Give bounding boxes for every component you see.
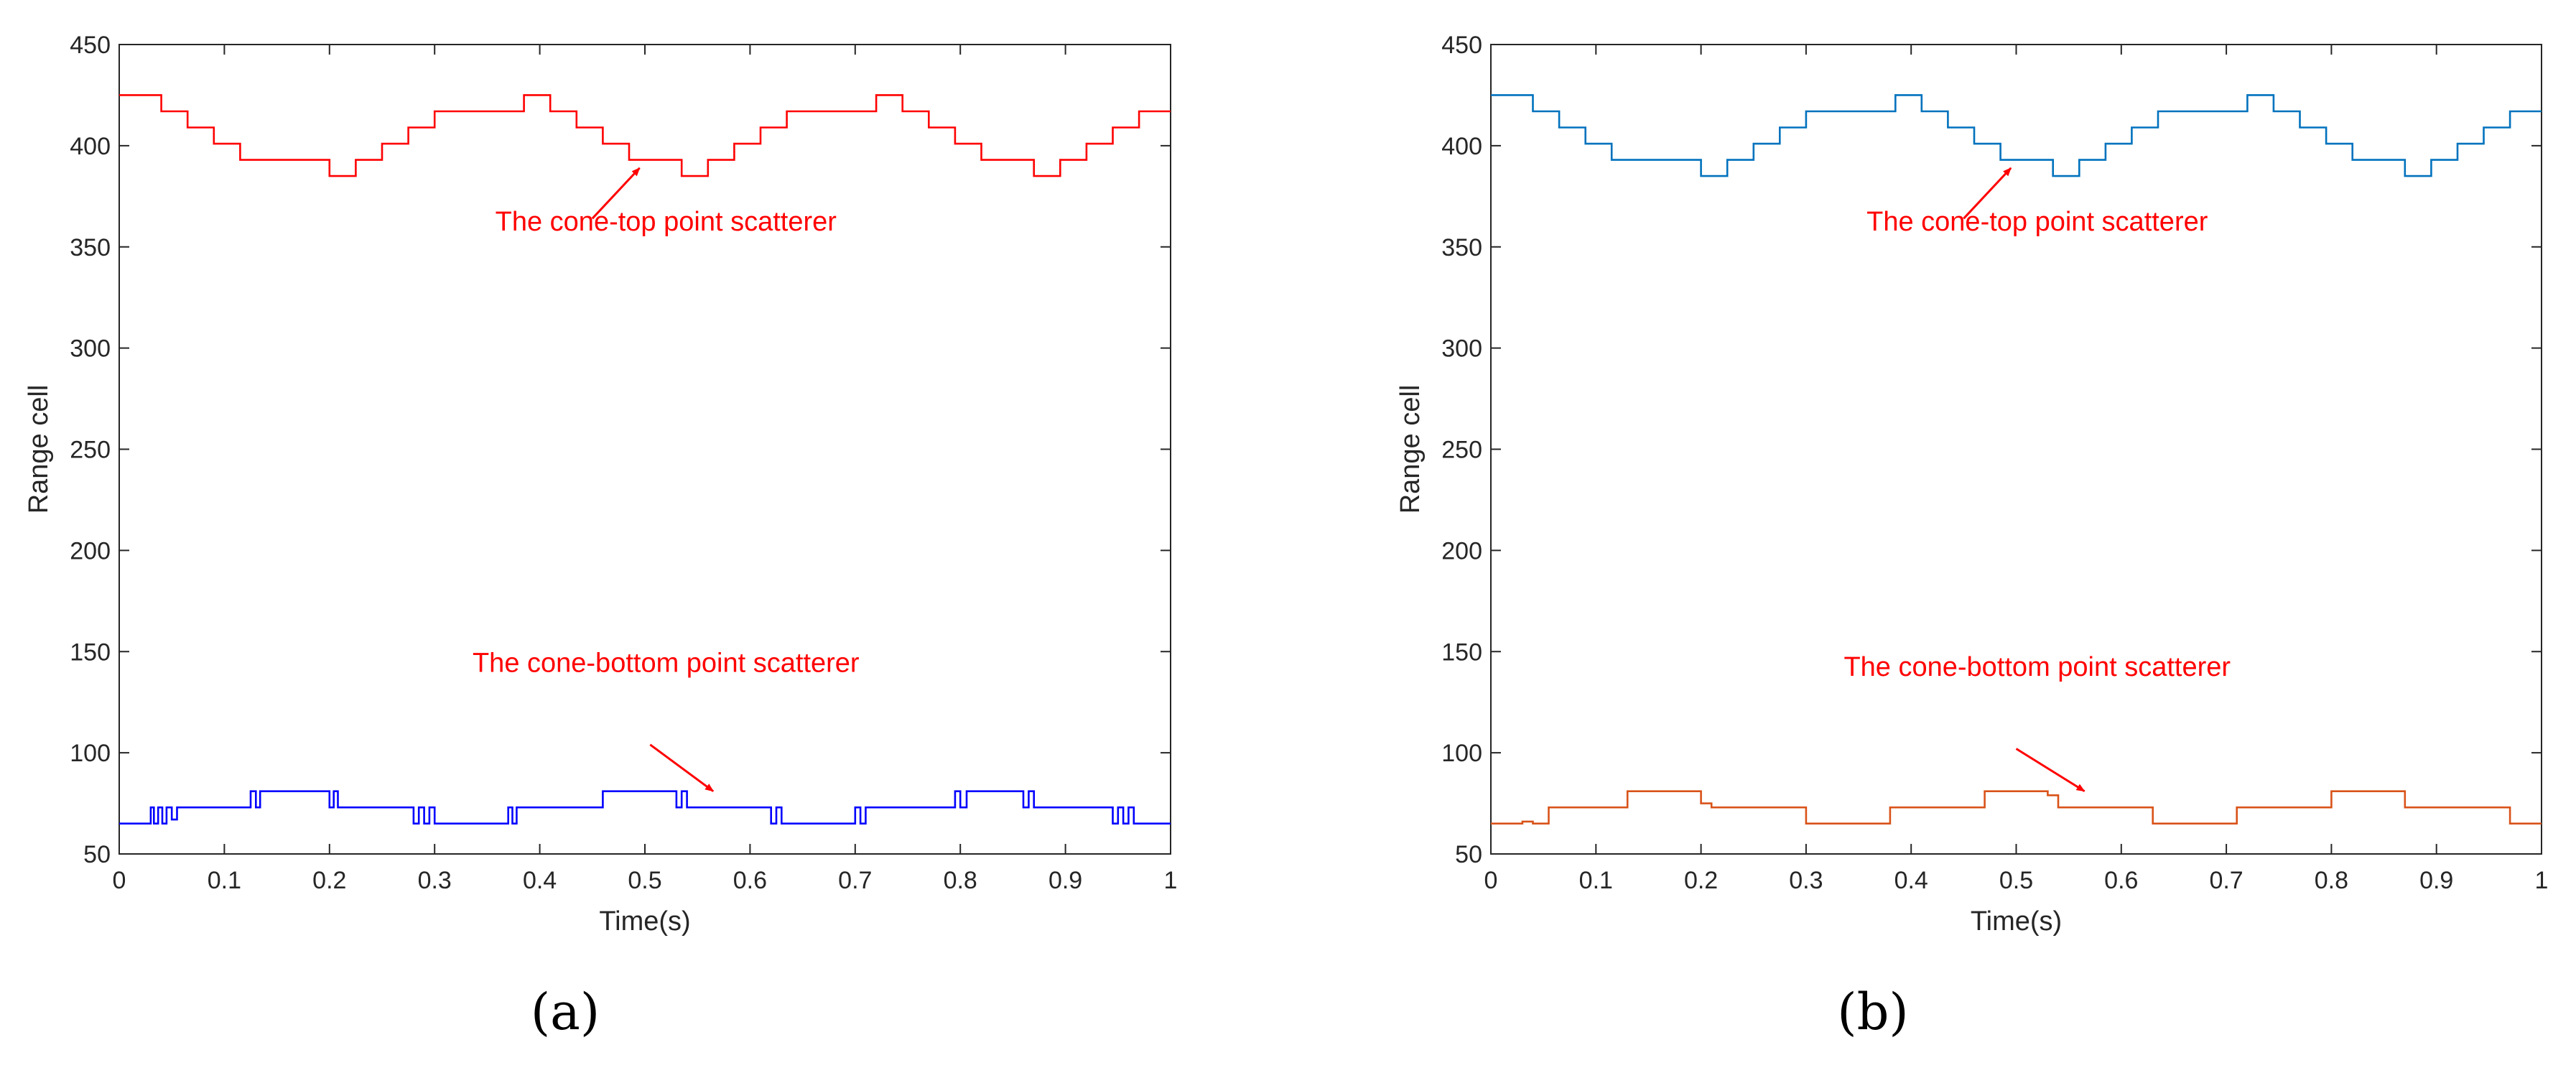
axes-box — [1490, 44, 2542, 855]
panel-b-caption: (b) — [1837, 983, 1909, 1041]
annotation-text-2: The cone-bottom point scatterer — [1843, 652, 2231, 682]
panel-a-caption: (a) — [530, 983, 600, 1041]
x-axis-label: Time(s) — [1971, 906, 2062, 937]
x-tick-label: 1 — [2535, 867, 2549, 894]
y-tick-label: 150 — [1441, 638, 1482, 666]
x-tick-label: 0.8 — [2315, 867, 2348, 894]
series-line-2 — [119, 790, 1171, 825]
y-tick-label: 300 — [70, 335, 111, 363]
x-tick-label: 0.3 — [1789, 867, 1823, 894]
x-tick-label: 0 — [113, 867, 126, 894]
y-tick-label: 350 — [70, 234, 111, 261]
annotation-text-1: The cone-top point scatterer — [1866, 207, 2208, 237]
x-tick-label: 1 — [1164, 867, 1178, 894]
x-tick-label: 0.6 — [2104, 867, 2138, 894]
y-tick-label: 350 — [1441, 234, 1482, 261]
x-tick-label: 0 — [1484, 867, 1498, 894]
x-tick-label: 0.5 — [1999, 867, 2033, 894]
y-tick-label: 300 — [1441, 335, 1482, 363]
annotation-arrow-2 — [2015, 748, 2086, 792]
series-line-1 — [119, 94, 1171, 177]
x-tick-label: 0.9 — [1048, 867, 1082, 894]
x-tick-label: 0.3 — [418, 867, 452, 894]
y-tick-label: 450 — [70, 32, 111, 59]
y-tick-label: 50 — [1455, 841, 1482, 868]
y-tick-label: 200 — [70, 537, 111, 565]
x-tick-label: 0.7 — [838, 867, 872, 894]
x-tick-label: 0.8 — [944, 867, 977, 894]
series-line-1 — [1491, 94, 2542, 177]
series-line-2 — [1491, 790, 2542, 825]
x-tick-label: 0.6 — [733, 867, 767, 894]
annotation-arrow-2 — [649, 743, 715, 792]
panel-a: 0 0.1 0.2 0.3 0.4 0.5 0.6 0.7 0.8 0.9 1 50 100 150 200… — [24, 32, 1178, 1041]
y-tick-label: 250 — [70, 437, 111, 464]
y-tick-label: 450 — [1441, 32, 1482, 59]
y-tick-label: 400 — [1441, 133, 1482, 160]
chart-a-svg: 0 0.1 0.2 0.3 0.4 0.5 0.6 0.7 0.8 0.9 150100150200… — [24, 32, 1178, 937]
chart-b-svg: 0 0.1 0.2 0.3 0.4 0.5 0.6 0.7 0.8 0.9 150100150200… — [1395, 32, 2549, 937]
x-tick-label: 0.7 — [2209, 867, 2243, 894]
annotation-text-1: The cone-top point scatterer — [496, 207, 837, 237]
x-tick-label: 0.2 — [1684, 867, 1718, 894]
x-tick-label: 0.2 — [312, 867, 346, 894]
x-axis-label: Time(s) — [599, 906, 690, 937]
annotation-arrow-1 — [1963, 167, 2012, 220]
annotation-text-2: The cone-bottom point scatterer — [473, 648, 860, 678]
y-tick-label: 100 — [70, 740, 111, 767]
x-tick-label: 0.4 — [1894, 867, 1928, 894]
y-tick-label: 200 — [1441, 537, 1482, 565]
x-tick-label: 0.4 — [523, 867, 557, 894]
x-tick-label: 0.1 — [1579, 867, 1613, 894]
x-tick-label: 0.1 — [208, 867, 241, 894]
y-axis-label: Range cell — [1395, 385, 1426, 514]
y-axis-label: Range cell — [24, 385, 54, 514]
x-tick-label: 0.5 — [628, 867, 661, 894]
y-tick-label: 50 — [83, 841, 111, 868]
y-tick-label: 150 — [70, 638, 111, 666]
x-tick-label: 0.9 — [2419, 867, 2453, 894]
y-tick-label: 250 — [1441, 437, 1482, 464]
annotation-arrow-1 — [591, 167, 641, 220]
axes-box — [118, 44, 1171, 855]
y-tick-label: 400 — [70, 133, 111, 160]
y-tick-label: 100 — [1441, 740, 1482, 767]
panel-b: 0 0.1 0.2 0.3 0.4 0.5 0.6 0.7 0.8 0.9 1 50 100 150 200… — [1288, 0, 2575, 1073]
